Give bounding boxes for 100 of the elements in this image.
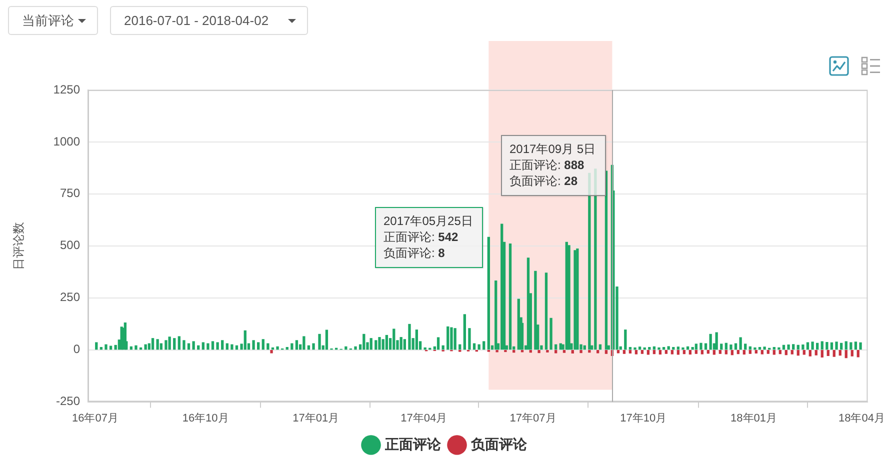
annotation: 2017年09月 5日 bbox=[510, 142, 596, 156]
bar bbox=[718, 350, 722, 354]
bar bbox=[576, 248, 579, 350]
bar bbox=[816, 342, 819, 350]
y-tick-label: 500 bbox=[60, 238, 80, 252]
bar bbox=[442, 345, 444, 350]
bar bbox=[164, 340, 168, 350]
bar bbox=[362, 334, 366, 350]
bar bbox=[454, 328, 456, 350]
bar bbox=[370, 338, 372, 350]
bar bbox=[95, 342, 98, 350]
bar bbox=[754, 350, 758, 354]
bar bbox=[211, 341, 214, 350]
bar bbox=[178, 336, 180, 350]
bar bbox=[700, 342, 702, 350]
bar bbox=[856, 350, 860, 358]
bar bbox=[694, 344, 698, 350]
bar bbox=[676, 346, 680, 350]
bar bbox=[378, 337, 381, 350]
x-tick-label: 17年04月 bbox=[400, 412, 448, 424]
bar bbox=[820, 341, 824, 350]
bar bbox=[134, 345, 138, 350]
bar bbox=[700, 350, 704, 354]
bar bbox=[104, 344, 108, 350]
annotation: 正面评论: 542 bbox=[384, 230, 459, 244]
bar bbox=[262, 339, 264, 350]
bar bbox=[550, 318, 552, 350]
bar bbox=[156, 339, 159, 350]
bar bbox=[739, 337, 742, 350]
bar bbox=[318, 334, 321, 350]
bar bbox=[302, 336, 306, 350]
bar bbox=[844, 341, 848, 350]
bar bbox=[638, 346, 642, 350]
bar bbox=[736, 350, 740, 354]
bar bbox=[244, 330, 246, 350]
bar bbox=[742, 350, 746, 355]
bar bbox=[706, 350, 710, 354]
bar bbox=[802, 350, 806, 355]
annotation: 2017年05月25日 bbox=[384, 214, 473, 228]
bar bbox=[730, 344, 732, 350]
bar bbox=[257, 342, 260, 350]
bar bbox=[544, 272, 548, 350]
bar bbox=[270, 350, 273, 354]
bar bbox=[744, 344, 747, 350]
bar bbox=[778, 350, 782, 354]
bar bbox=[712, 350, 716, 355]
bar bbox=[624, 330, 627, 350]
y-tick-label: 250 bbox=[60, 290, 80, 304]
bar bbox=[290, 343, 294, 350]
bar bbox=[151, 338, 154, 350]
bar bbox=[814, 350, 818, 356]
bar bbox=[790, 350, 794, 354]
bar bbox=[634, 347, 636, 350]
bar bbox=[763, 346, 766, 350]
bar bbox=[468, 328, 471, 350]
bar bbox=[730, 350, 734, 356]
bar bbox=[487, 236, 490, 350]
bar bbox=[574, 250, 576, 350]
bar bbox=[144, 344, 147, 350]
bar bbox=[688, 350, 692, 355]
x-tick-label: 18年04月 bbox=[838, 412, 885, 424]
bar bbox=[792, 344, 795, 350]
x-tick-label: 17年10月 bbox=[620, 412, 667, 424]
bar bbox=[664, 350, 668, 354]
bar bbox=[295, 340, 298, 350]
bar bbox=[312, 343, 315, 350]
bar bbox=[221, 340, 224, 350]
bar bbox=[709, 334, 712, 350]
bar bbox=[230, 344, 234, 350]
bar bbox=[494, 280, 498, 350]
bar bbox=[436, 337, 440, 350]
bar bbox=[820, 350, 824, 358]
bar bbox=[622, 350, 626, 354]
bar bbox=[670, 350, 674, 354]
bar bbox=[811, 342, 814, 350]
bar bbox=[463, 314, 466, 350]
annotation: 负面评论: 28 bbox=[510, 174, 578, 188]
bar bbox=[724, 350, 728, 354]
bar bbox=[808, 350, 812, 356]
bar bbox=[500, 224, 504, 350]
bar bbox=[374, 340, 378, 350]
bar bbox=[450, 327, 453, 350]
bar bbox=[658, 347, 660, 350]
bar bbox=[748, 350, 752, 354]
bar bbox=[838, 350, 842, 356]
bar bbox=[835, 342, 838, 350]
bar bbox=[252, 340, 255, 350]
legend-label: 正面评论 bbox=[384, 436, 442, 452]
bar bbox=[424, 347, 426, 350]
bar bbox=[787, 344, 790, 350]
bar bbox=[276, 346, 279, 350]
x-tick-label: 18年01月 bbox=[730, 412, 777, 424]
bar bbox=[772, 350, 776, 355]
bar bbox=[652, 350, 656, 354]
bar bbox=[202, 342, 204, 350]
bar bbox=[720, 344, 723, 350]
bar bbox=[840, 342, 843, 350]
bar bbox=[754, 347, 756, 350]
bar bbox=[604, 350, 608, 354]
y-axis-title: 日评论数 bbox=[12, 222, 26, 270]
